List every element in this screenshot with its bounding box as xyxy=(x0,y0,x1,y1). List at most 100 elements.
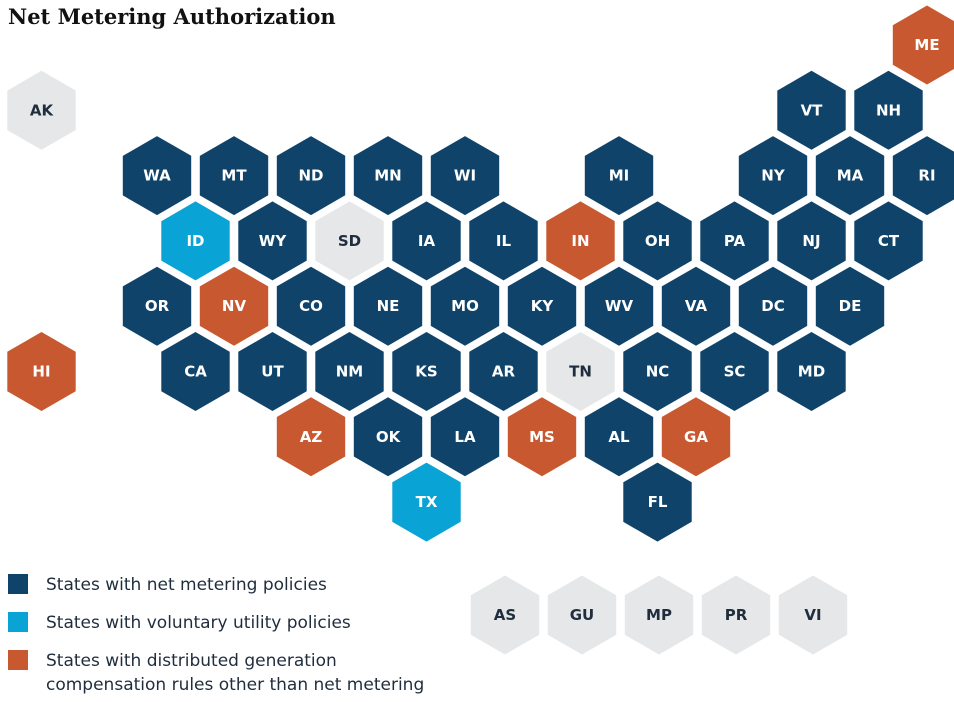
hex-tile: AK xyxy=(7,70,76,150)
hex xyxy=(430,136,500,216)
hex xyxy=(546,201,615,281)
hex-tile: AZ xyxy=(276,397,346,477)
hex xyxy=(661,397,731,477)
hex-tile: SD xyxy=(315,201,384,281)
hex xyxy=(584,266,654,346)
hex-tile: WY xyxy=(238,201,307,281)
hex-tile: PR xyxy=(701,575,771,655)
hex xyxy=(276,397,346,477)
hex-label: OR xyxy=(145,297,170,315)
hex-label: UT xyxy=(261,363,284,381)
hex-tile: KS xyxy=(392,332,461,411)
hex-tile: CO xyxy=(276,266,346,346)
hex xyxy=(469,332,538,411)
hex-label: GU xyxy=(570,606,595,624)
hex xyxy=(854,70,923,150)
hex xyxy=(892,136,954,216)
hex-tile: NH xyxy=(854,70,923,150)
hex xyxy=(315,332,384,411)
hex-label: KY xyxy=(531,297,555,315)
hex-tile: CT xyxy=(854,201,923,281)
hex-label: IA xyxy=(418,232,436,250)
hex xyxy=(777,332,846,411)
hex-tile: KY xyxy=(507,266,577,346)
hex-label: SC xyxy=(724,363,746,381)
hex-tile: GU xyxy=(547,575,617,655)
hex-label: ID xyxy=(186,232,204,250)
hex-tile: OH xyxy=(623,201,692,281)
hex-label: MT xyxy=(221,167,247,185)
hex xyxy=(470,575,540,655)
hex-tile: AR xyxy=(469,332,538,411)
hex xyxy=(392,332,461,411)
legend-swatch xyxy=(8,612,28,632)
hex-label: NY xyxy=(761,167,786,185)
hex-tile: WV xyxy=(584,266,654,346)
hex-label: SD xyxy=(338,232,361,250)
legend-swatch xyxy=(8,574,28,594)
hex-tile: TX xyxy=(392,462,461,542)
hex-label: DE xyxy=(839,297,862,315)
hex-label: OK xyxy=(376,428,402,446)
hex-label: AL xyxy=(608,428,630,446)
legend-label: States with net metering policies xyxy=(46,575,327,595)
hex-tile: VI xyxy=(778,575,848,655)
hex-label: MD xyxy=(798,363,825,381)
hex xyxy=(700,201,769,281)
hex-tile: RI xyxy=(892,136,954,216)
legend-line: compensation rules other than net meteri… xyxy=(46,675,424,695)
hex-label: PA xyxy=(724,232,746,250)
hex xyxy=(700,332,769,411)
hex xyxy=(7,70,76,150)
hex-tile: SC xyxy=(700,332,769,411)
hex-label: WI xyxy=(454,167,476,185)
hex xyxy=(276,266,346,346)
hex-tile: NE xyxy=(353,266,423,346)
hex-label: NV xyxy=(222,297,247,315)
hex xyxy=(315,201,384,281)
hex-label: NE xyxy=(377,297,400,315)
hex xyxy=(815,266,885,346)
hex-tile: OK xyxy=(353,397,423,477)
hex-tile: NV xyxy=(199,266,269,346)
hex xyxy=(430,266,500,346)
hex xyxy=(7,332,76,411)
hex-label: OH xyxy=(645,232,670,250)
hex xyxy=(353,136,423,216)
hex xyxy=(815,136,885,216)
hex-label: WV xyxy=(605,297,634,315)
legend-line: States with net metering policies xyxy=(46,575,327,595)
hex-label: GA xyxy=(684,428,708,446)
hex-tile: MP xyxy=(624,575,694,655)
hex xyxy=(546,332,615,411)
hex xyxy=(469,201,538,281)
hex-label: VT xyxy=(801,101,824,119)
hex-tile: MI xyxy=(584,136,654,216)
hex xyxy=(507,266,577,346)
hex-label: TN xyxy=(569,363,592,381)
hex-tile: MO xyxy=(430,266,500,346)
hex-tile: DE xyxy=(815,266,885,346)
hex xyxy=(624,575,694,655)
hex-tile: NM xyxy=(315,332,384,411)
hex xyxy=(122,266,192,346)
hex-tile: NC xyxy=(623,332,692,411)
legend-label: States with voluntary utility policies xyxy=(46,613,351,633)
hex xyxy=(199,136,269,216)
hex-tile: CA xyxy=(161,332,230,411)
hex xyxy=(430,397,500,477)
hex xyxy=(623,462,692,542)
hex-label: VI xyxy=(804,606,821,624)
hex-tile: MD xyxy=(777,332,846,411)
hex xyxy=(392,462,461,542)
hex-tile: GA xyxy=(661,397,731,477)
title: Net Metering Authorization xyxy=(8,4,336,29)
hex-tile: UT xyxy=(238,332,307,411)
hex xyxy=(777,201,846,281)
hex-tile: MT xyxy=(199,136,269,216)
hex-tile: AS xyxy=(470,575,540,655)
hex xyxy=(777,70,846,150)
hex-tile: MA xyxy=(815,136,885,216)
legend-label: States with distributed generation compen… xyxy=(46,651,424,695)
